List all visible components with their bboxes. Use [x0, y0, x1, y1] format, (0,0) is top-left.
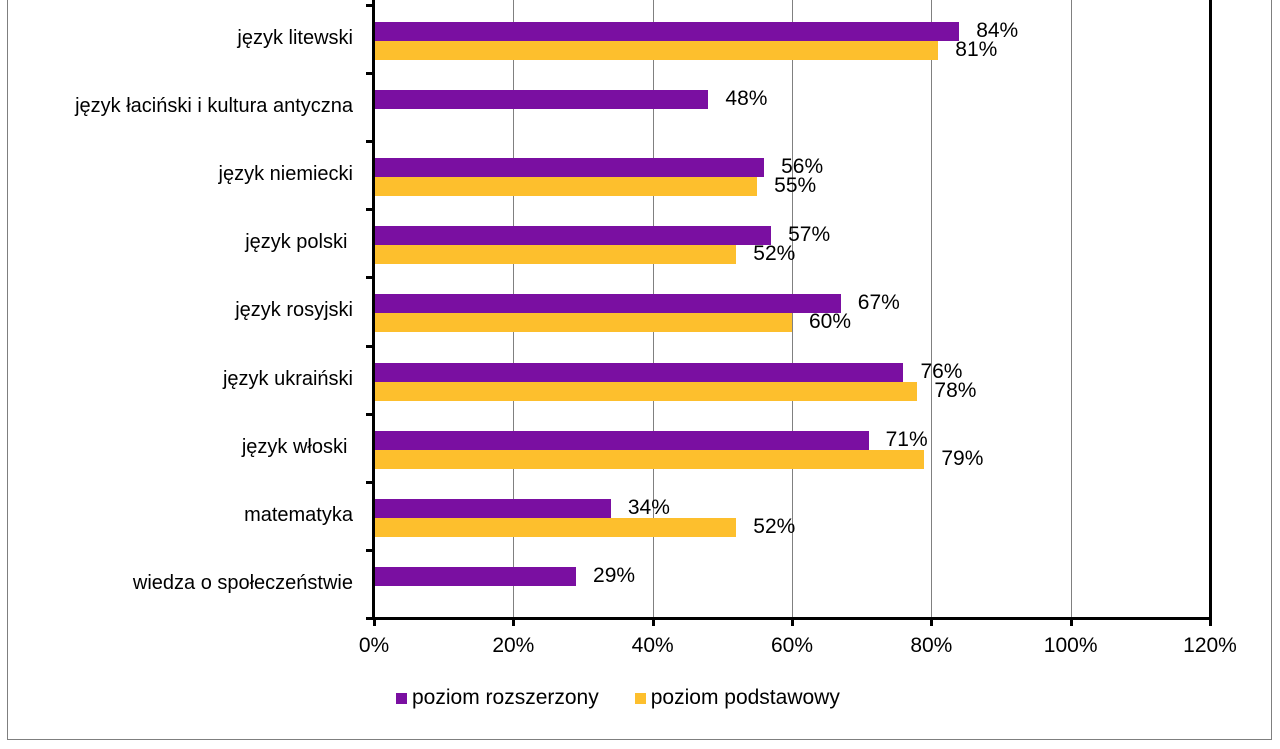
- y-tick: [366, 140, 374, 144]
- value-label: 57%: [788, 223, 831, 247]
- value-label: 67%: [857, 291, 900, 315]
- y-tick: [366, 617, 374, 620]
- x-tick: [1069, 618, 1073, 626]
- bar-rozszerzony: [374, 498, 611, 518]
- value-label: 78%: [934, 378, 977, 402]
- gridline: [931, 0, 933, 618]
- x-tick-label: 40%: [631, 634, 674, 657]
- value-label: 52%: [753, 514, 796, 538]
- bar-rozszerzony: [374, 362, 904, 382]
- category-label: język łaciński i kultura antyczna: [75, 95, 353, 118]
- legend-label: poziom podstawowy: [650, 686, 840, 709]
- value-label: 56%: [781, 155, 824, 179]
- bar-rozszerzony: [374, 226, 772, 246]
- value-label: 48%: [725, 87, 768, 111]
- value-label: 52%: [753, 242, 796, 266]
- x-tick: [512, 618, 516, 626]
- y-tick: [366, 72, 374, 76]
- legend: poziom rozszerzony poziom podstawowy: [396, 686, 876, 710]
- value-label: 71%: [885, 427, 928, 451]
- y-tick: [366, 548, 374, 552]
- category-label: język rosyjski: [235, 299, 353, 322]
- y-axis-line: [372, 0, 375, 620]
- value-label: 60%: [809, 310, 852, 334]
- legend-swatch-yellow: [634, 692, 646, 704]
- category-label: język włoski: [241, 435, 353, 458]
- plot-right-border: [1209, 0, 1212, 620]
- legend-label: poziom rozszerzony: [412, 686, 599, 709]
- x-tick: [791, 618, 794, 626]
- y-tick: [366, 480, 374, 484]
- y-tick: [366, 412, 374, 416]
- bar-podstawowy: [374, 245, 737, 265]
- y-tick: [366, 4, 374, 7]
- bar-podstawowy: [374, 313, 792, 333]
- y-tick: [366, 208, 374, 212]
- legend-item-rozszerzony: poziom rozszerzony: [396, 686, 599, 710]
- x-tick-label: 20%: [492, 634, 535, 657]
- category-label: matematyka: [244, 503, 353, 526]
- gridline: [1070, 0, 1072, 618]
- bar-podstawowy: [374, 41, 939, 60]
- value-label: 79%: [941, 446, 984, 470]
- x-tick: [373, 618, 376, 626]
- x-tick-label: 100%: [1043, 634, 1098, 657]
- value-label: 84%: [976, 19, 1019, 42]
- value-label: 34%: [627, 495, 670, 519]
- x-tick-label: 60%: [770, 634, 814, 657]
- bar-rozszerzony: [374, 430, 869, 450]
- x-tick-label: 0%: [358, 634, 390, 657]
- bar-rozszerzony: [374, 22, 960, 41]
- value-label: 81%: [955, 38, 998, 61]
- bar-rozszerzony: [374, 294, 841, 314]
- category-label: wiedza o społeczeństwie: [132, 571, 353, 594]
- bar-podstawowy: [374, 177, 758, 197]
- x-tick-label: 120%: [1183, 634, 1237, 657]
- y-tick: [366, 276, 374, 280]
- y-tick: [366, 344, 374, 348]
- category-label: język niemiecki: [218, 163, 353, 186]
- value-label: 29%: [593, 563, 636, 587]
- x-tick-label: 80%: [910, 634, 953, 657]
- bar-rozszerzony: [374, 158, 765, 178]
- bar-podstawowy: [374, 381, 918, 401]
- x-tick: [930, 618, 934, 626]
- category-label: język litewski: [237, 27, 353, 49]
- category-label: język ukraiński: [222, 367, 353, 390]
- category-label: język polski: [245, 231, 353, 254]
- legend-swatch-purple: [396, 692, 407, 704]
- legend-item-podstawowy: poziom podstawowy: [634, 686, 840, 710]
- bar-rozszerzony: [374, 566, 577, 586]
- bar-podstawowy: [374, 449, 925, 469]
- bar-podstawowy: [374, 517, 737, 537]
- bar-rozszerzony: [374, 90, 709, 110]
- value-label: 76%: [920, 359, 963, 383]
- value-label: 55%: [774, 174, 817, 198]
- x-tick: [1209, 618, 1212, 626]
- x-tick: [651, 618, 655, 626]
